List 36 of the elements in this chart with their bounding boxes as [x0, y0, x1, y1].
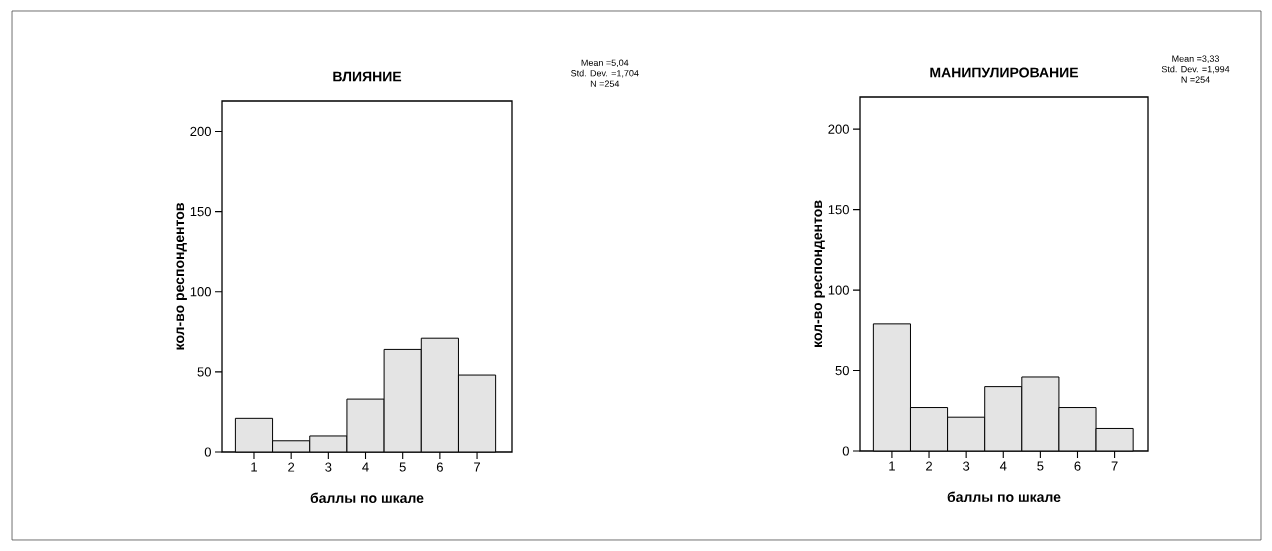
- text: Std. Dev. =1,704: [571, 69, 639, 78]
- x-tick-label: 6: [1074, 461, 1081, 471]
- x-tick-label: 1: [889, 461, 895, 471]
- x-tick-label: 5: [399, 462, 406, 472]
- x-axis-title: баллы по шкале: [947, 491, 1061, 502]
- chart-title: МАНИПУЛИРОВАНИЕ: [930, 67, 1079, 78]
- x-tick-label: 2: [288, 462, 295, 472]
- y-tick-label: 200: [828, 124, 849, 134]
- y-axis-title: кол-во респондентов: [814, 200, 825, 347]
- y-tick-label: 100: [828, 285, 849, 295]
- text: Std. Dev. =1,994: [1161, 65, 1230, 74]
- y-tick-label: 150: [190, 206, 211, 217]
- x-tick-label: 4: [999, 461, 1007, 471]
- text: N =254: [590, 80, 620, 87]
- chart-title: ВЛИЯНИЕ: [333, 71, 402, 82]
- y-tick-label: 50: [835, 365, 849, 376]
- text: Mean =5,04: [581, 59, 629, 67]
- x-tick-label: 5: [1037, 461, 1044, 471]
- x-tick-label: 4: [362, 462, 369, 472]
- text: N =254: [1181, 76, 1210, 83]
- text: Mean =3,33: [1172, 55, 1220, 63]
- x-tick-label: 3: [963, 461, 970, 471]
- x-tick-label: 3: [325, 462, 332, 472]
- x-tick-label: 2: [926, 461, 932, 471]
- y-tick-label: 100: [190, 287, 211, 297]
- y-tick-label: 200: [190, 126, 211, 137]
- x-tick-label: 7: [474, 462, 481, 472]
- y-tick-label: 50: [197, 367, 211, 377]
- x-tick-label: 6: [436, 462, 443, 472]
- y-axis-title: кол-во респондентов: [176, 203, 187, 350]
- y-tick-label: 0: [842, 446, 849, 456]
- x-tick-label: 1: [251, 462, 257, 472]
- y-tick-label: 150: [828, 205, 849, 215]
- y-tick-label: 0: [204, 447, 211, 457]
- x-axis-title: баллы по шкале: [310, 492, 424, 503]
- x-tick-label: 7: [1111, 461, 1118, 471]
